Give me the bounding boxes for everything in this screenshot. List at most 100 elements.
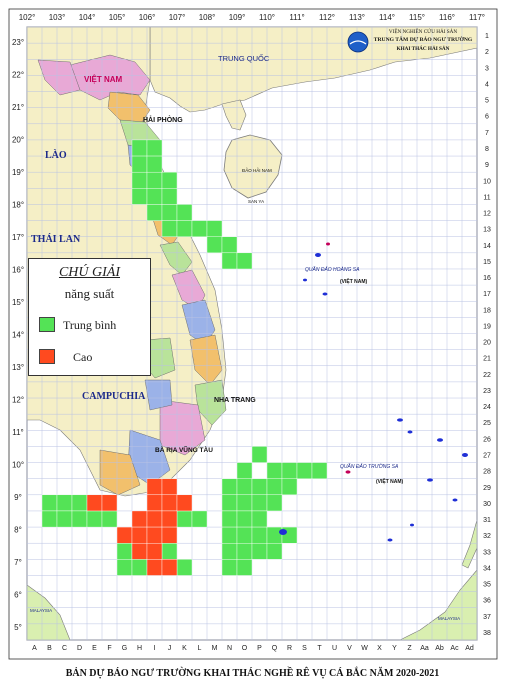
hainan-island (223, 134, 283, 199)
row-number-label: 10 (483, 178, 491, 185)
row-number-label: 8 (485, 146, 489, 153)
row-number-label: 23 (483, 388, 491, 395)
column-letter-label: E (92, 645, 97, 652)
longitude-tick-label: 104° (79, 13, 96, 22)
cell-medium (146, 139, 163, 157)
column-letter-label: P (257, 645, 262, 652)
longitude-tick-label: 110° (259, 13, 275, 22)
cell-high (146, 543, 163, 560)
column-letter-label: L (198, 645, 202, 652)
cell-medium (146, 155, 163, 173)
longitude-tick-label: 102° (19, 13, 36, 22)
cell-medium (221, 494, 238, 512)
label-truong-sa: QUẦN ĐẢO TRƯỜNG SA (340, 463, 399, 470)
row-number-label: 30 (483, 501, 491, 508)
longitude-axis: 102° 103° 104° 105° 106° 107° 108° 109° 110° 111°… (19, 13, 485, 22)
column-letter-label: S (302, 645, 307, 652)
longitude-tick-label: 116° (439, 13, 455, 22)
cell-high (131, 543, 148, 560)
row-number-label: 29 (483, 485, 491, 492)
row-number-label: 16 (483, 275, 491, 282)
cell-high (86, 494, 103, 512)
cell-high (161, 494, 178, 512)
cell-medium (251, 478, 268, 496)
row-number-label: 17 (483, 291, 491, 298)
cell-medium (131, 139, 148, 157)
label-cambodia: CAMPUCHIA (82, 391, 146, 402)
cell-medium (176, 510, 193, 528)
cell-medium (236, 478, 253, 496)
cell-medium (251, 510, 268, 528)
label-thailand: THÁI LAN (31, 233, 81, 245)
row-number-label: 35 (483, 582, 491, 589)
row-number-label: 19 (483, 323, 491, 330)
longitude-tick-label: 103° (49, 13, 66, 22)
latitude-tick-label: 15° (12, 298, 24, 307)
cell-medium (146, 171, 163, 189)
cell-medium (221, 526, 238, 544)
row-number-label: 32 (483, 533, 491, 540)
row-number-label: 4 (485, 81, 489, 88)
cell-medium (206, 236, 223, 254)
label-malaysia-left: MALAYSIA (30, 608, 52, 613)
column-letter-label: I (154, 645, 156, 652)
cell-high (161, 510, 178, 528)
row-number-label: 18 (483, 307, 491, 314)
latitude-tick-label: 12° (12, 396, 24, 405)
cell-high (116, 526, 133, 544)
longitude-tick-label: 115° (409, 13, 425, 22)
column-letter-label: C (62, 645, 67, 652)
cell-medium (86, 510, 103, 528)
legend-title: CHÚ GIẢI (58, 265, 121, 280)
row-number-label: 15 (483, 259, 491, 266)
cell-medium (131, 559, 148, 576)
cell-medium (56, 494, 73, 512)
cell-high (101, 494, 118, 512)
legend-label-high: Cao (73, 350, 93, 364)
row-number-label: 33 (483, 549, 491, 556)
row-number-label: 25 (483, 420, 491, 427)
cell-medium (176, 220, 193, 237)
row-number-label: 1 (485, 33, 489, 40)
cell-medium (221, 478, 238, 496)
longitude-tick-label: 105° (109, 13, 126, 22)
row-number-label: 11 (483, 194, 490, 201)
label-china: TRUNG QUỐC (218, 53, 270, 63)
column-letter-label: Aa (420, 645, 429, 652)
column-letter-label: A (32, 645, 37, 652)
cell-medium (146, 204, 163, 221)
cell-medium (266, 543, 283, 560)
column-letter-label: R (287, 645, 292, 652)
institute-line-3: KHAI THÁC HẢI SẢN (396, 46, 450, 52)
row-number-label: 9 (485, 162, 489, 169)
cell-medium (236, 462, 253, 479)
cell-medium (236, 494, 253, 512)
forecast-cells (41, 139, 328, 576)
row-number-label: 5 (485, 98, 489, 105)
latitude-tick-label: 6° (14, 591, 22, 600)
column-letter-label: Z (407, 645, 412, 652)
column-letter-label: Ac (450, 645, 459, 652)
longitude-tick-label: 109° (229, 13, 246, 22)
cell-medium (191, 510, 208, 528)
column-letter-label: X (377, 645, 382, 652)
legend-swatch-high (39, 349, 55, 364)
label-hoang-sa: QUẦN ĐẢO HOÀNG SA (305, 266, 360, 273)
label-laos: LÀO (45, 149, 67, 161)
institute-header: VIỆN NGHIÊN CỨU HẢI SẢN TRUNG TÂM DỰ BÁO… (343, 27, 475, 57)
label-dao-hai-nam: ĐẢO HẢI NAM (242, 167, 272, 173)
cell-medium (41, 494, 58, 512)
cell-high (146, 559, 163, 576)
longitude-tick-label: 112° (319, 13, 335, 22)
row-number-axis: 1234567891011121314151617181920212223242… (483, 33, 491, 637)
cell-medium (191, 220, 208, 237)
latitude-tick-label: 18° (12, 201, 24, 210)
row-number-label: 22 (483, 372, 491, 379)
latitude-tick-label: 7° (14, 558, 22, 567)
column-letter-label: Ab (435, 645, 444, 652)
column-letter-label: U (332, 645, 337, 652)
cell-high (161, 526, 178, 544)
cell-medium (251, 446, 268, 463)
latitude-tick-label: 9° (14, 493, 22, 502)
